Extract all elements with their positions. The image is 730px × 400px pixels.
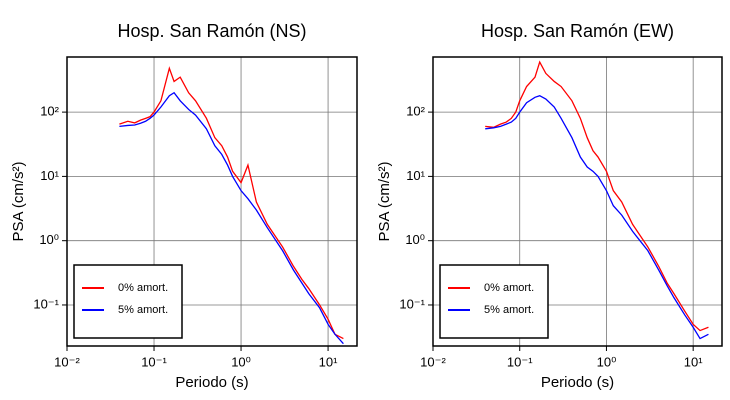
legend-label: 5% amort. — [118, 304, 168, 316]
y-tick-label: 10⁰ — [39, 232, 59, 247]
chart-title: Hosp. San Ramón (EW) — [481, 21, 674, 41]
series-line — [119, 66, 344, 340]
x-tick-label: 10⁰ — [597, 354, 617, 369]
plot-frame — [66, 56, 358, 347]
legend-label: 5% amort. — [484, 304, 534, 316]
x-tick-label: 10⁰ — [231, 354, 251, 369]
x-tick-label: 10⁻² — [54, 354, 80, 369]
chart-title: Hosp. San Ramón (NS) — [117, 21, 306, 41]
x-tick-label: 10⁻² — [420, 354, 446, 369]
plot-frame — [432, 56, 723, 347]
x-tick-label: 10¹ — [319, 354, 338, 369]
y-tick-label: 10² — [40, 104, 59, 119]
series-line — [485, 60, 709, 332]
y-tick-label: 10⁻¹ — [399, 296, 425, 311]
y-axis-label: PSA (cm/s²) — [376, 161, 393, 241]
y-tick-label: 10⁰ — [405, 232, 425, 247]
y-axis-label: PSA (cm/s²) — [10, 161, 27, 241]
y-tick-label: 10¹ — [406, 168, 425, 183]
x-axis-label: Periodo (s) — [175, 374, 248, 391]
legend-box — [439, 264, 549, 339]
y-tick-label: 10⁻¹ — [33, 296, 59, 311]
legend-box — [73, 264, 183, 339]
x-tick-label: 10¹ — [684, 354, 703, 369]
x-tick-label: 10⁻¹ — [141, 354, 167, 369]
x-axis-label: Periodo (s) — [541, 374, 614, 391]
y-tick-label: 10¹ — [40, 168, 59, 183]
y-tick-label: 10² — [406, 104, 425, 119]
series-line — [119, 91, 344, 345]
x-tick-label: 10⁻¹ — [507, 354, 533, 369]
series-line — [485, 94, 709, 340]
legend-label: 0% amort. — [484, 282, 534, 294]
legend-label: 0% amort. — [118, 282, 168, 294]
